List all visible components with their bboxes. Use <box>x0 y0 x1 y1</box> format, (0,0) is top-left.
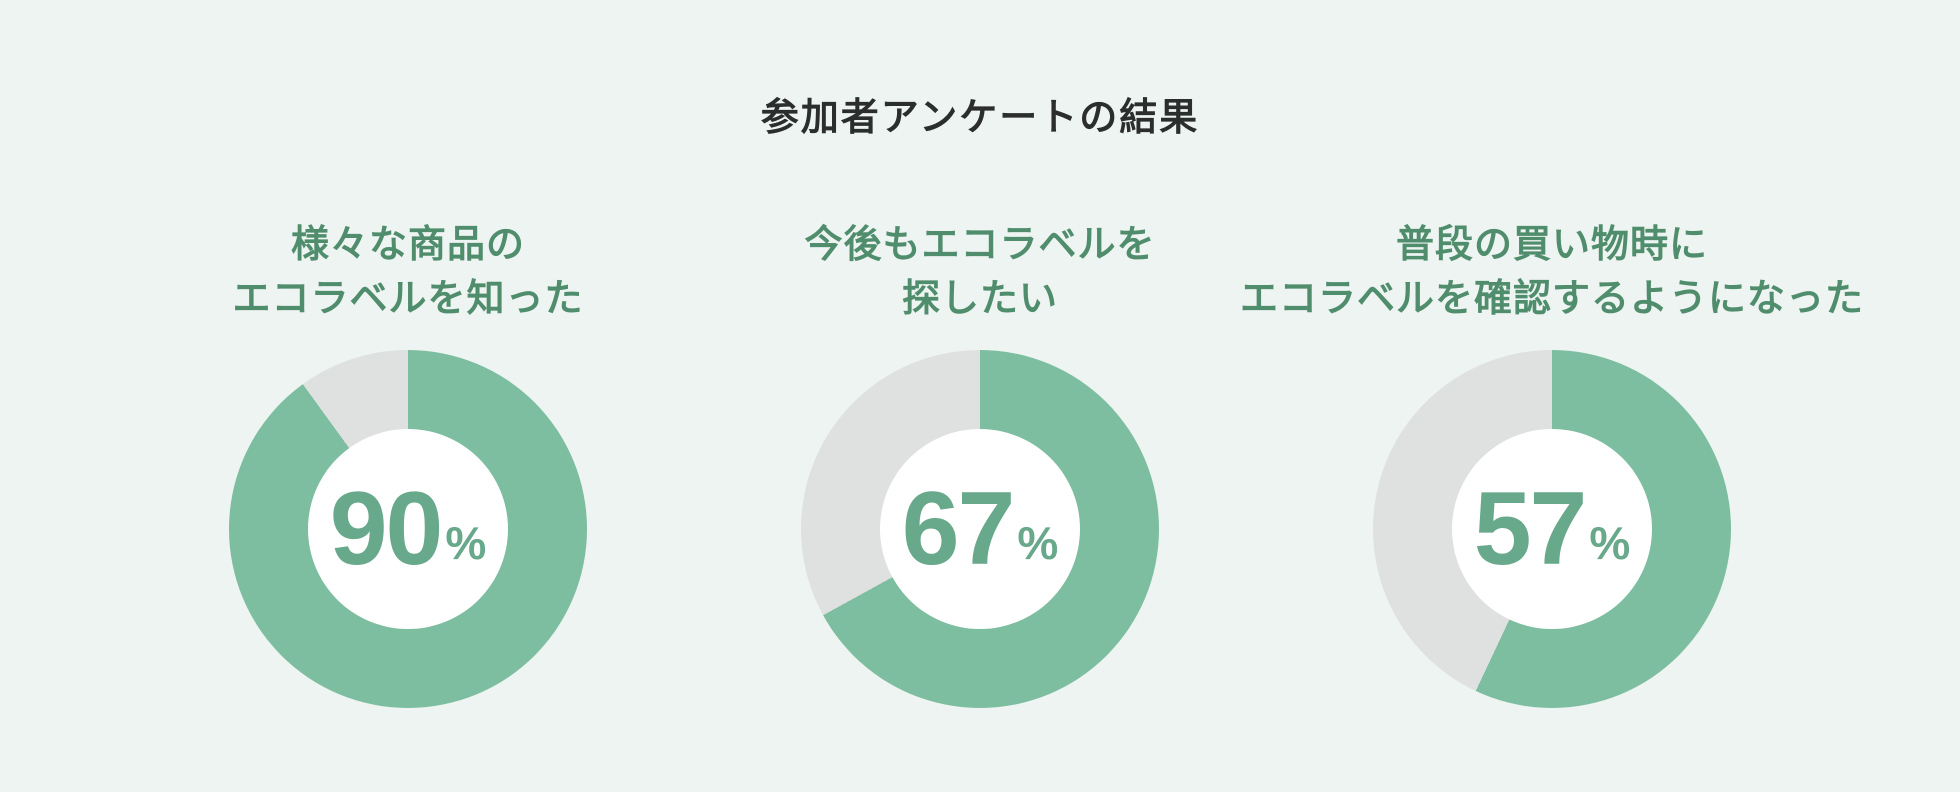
chart-label-line2: 探したい <box>901 278 1058 320</box>
percent-group: 90 % <box>330 477 487 581</box>
chart-label-line1: 様々な商品の <box>290 224 525 266</box>
donut-hole: 90 % <box>308 429 508 629</box>
donut-chart-shopping-habit: 普段の買い物時に エコラベルを確認するようになった 57 % <box>1240 218 1863 708</box>
donut-chart-future-intent: 今後もエコラベルを 探したい 67 % <box>694 218 1266 708</box>
percent-value: 67 <box>901 471 1016 587</box>
percent-sign: % <box>1017 517 1059 569</box>
donut-ring: 57 % <box>1373 350 1731 708</box>
chart-label-line1: 普段の買い物時に <box>1396 224 1709 266</box>
percent-sign: % <box>1589 517 1631 569</box>
donut-chart-eco-label-awareness: 様々な商品の エコラベルを知った 90 % <box>122 218 694 708</box>
chart-label: 今後もエコラベルを 探したい <box>804 218 1155 326</box>
donut-ring: 90 % <box>229 350 587 708</box>
donut-hole: 57 % <box>1452 429 1652 629</box>
page-title: 参加者アンケートの結果 <box>760 97 1200 139</box>
chart-label-line1: 今後もエコラベルを <box>804 224 1156 266</box>
chart-label: 普段の買い物時に エコラベルを確認するようになった <box>1240 218 1864 326</box>
percent-group: 67 % <box>902 477 1059 581</box>
chart-label: 様々な商品の エコラベルを知った <box>232 218 583 326</box>
chart-label-line2: エコラベルを知った <box>232 278 584 320</box>
percent-sign: % <box>445 517 487 569</box>
percent-value: 90 <box>329 471 444 587</box>
chart-label-line2: エコラベルを確認するようになった <box>1240 278 1865 320</box>
percent-group: 57 % <box>1474 477 1631 581</box>
percent-value: 57 <box>1473 471 1588 587</box>
donut-ring: 67 % <box>801 350 1159 708</box>
charts-row: 様々な商品の エコラベルを知った 90 % 今後もエコラベルを 探したい <box>0 218 1960 708</box>
donut-hole: 67 % <box>880 429 1080 629</box>
bottom-strip <box>0 792 1960 798</box>
